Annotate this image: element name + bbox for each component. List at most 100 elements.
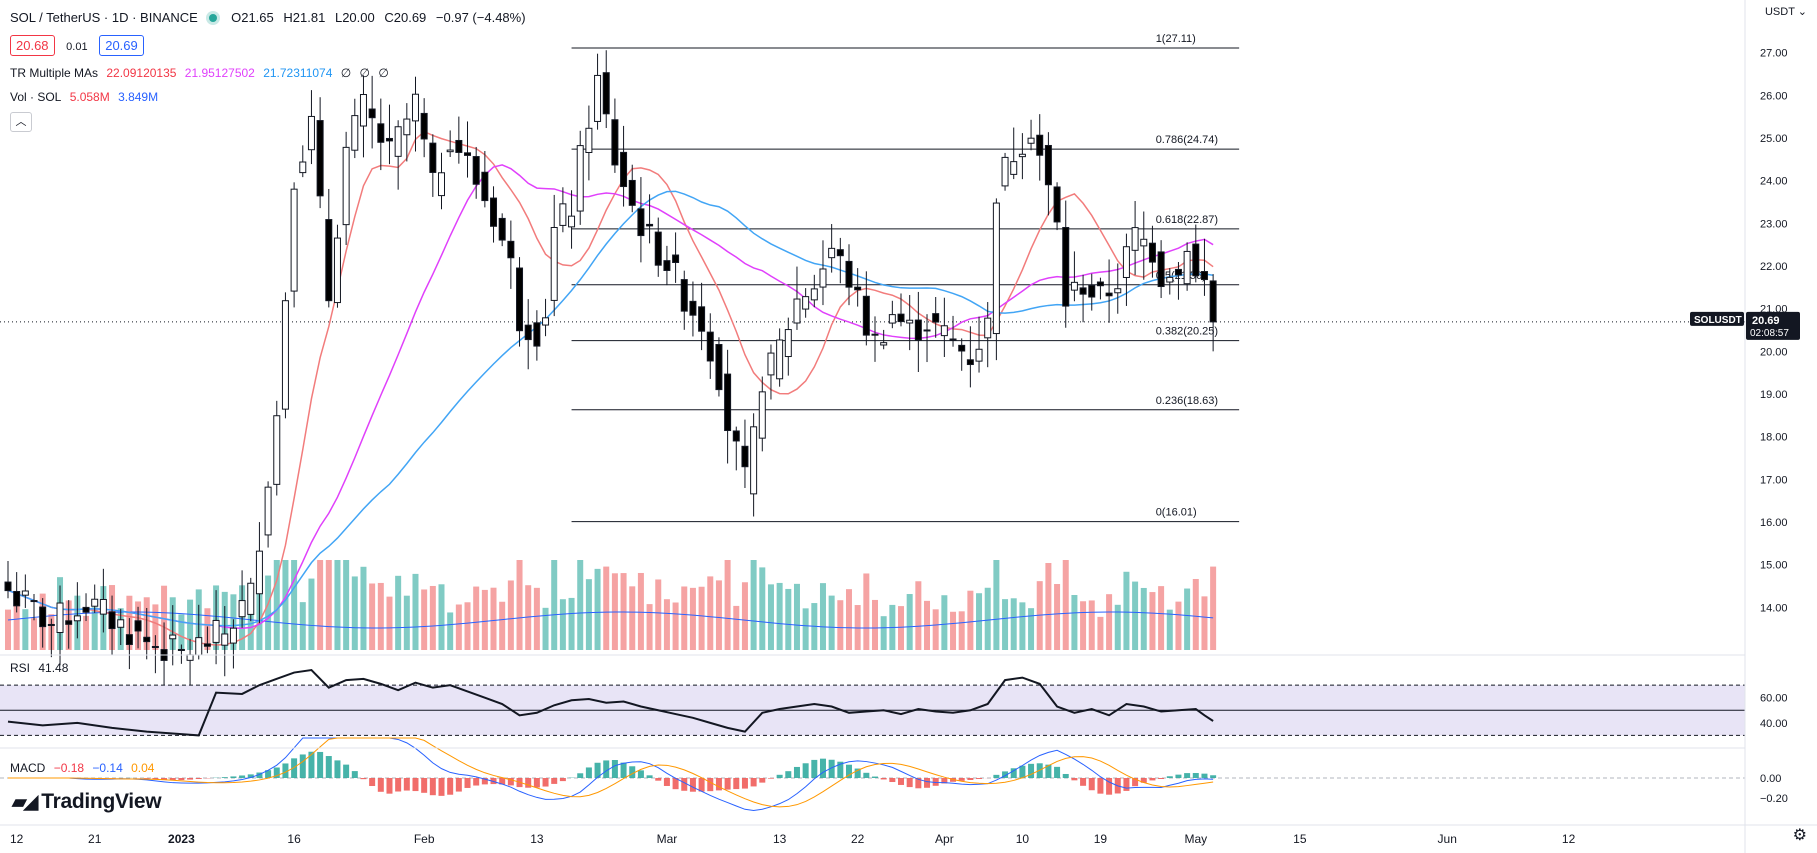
volume-bar [932,609,939,650]
macd-histogram-bar [741,778,748,789]
macd-histogram-bar [559,778,566,782]
ma-fast-line [7,130,1214,646]
price-tick-label: 18.00 [1760,432,1788,444]
fibonacci-retracement[interactable]: 1(27.11)0.786(24.74)0.618(22.87)0.5(21.5… [571,33,1240,523]
time-tick-label: Feb [414,832,435,846]
candle-body [793,298,801,324]
macd-histogram-bar [672,778,679,790]
time-tick-label: 12 [1562,832,1576,846]
macd-histogram-bar [464,778,471,788]
rsi-legend[interactable]: RSI 41.48 [10,661,73,675]
volume-bar [863,573,870,650]
volume-bar [161,585,168,650]
macd-histogram-bar [360,778,367,780]
macd-histogram-bar [724,778,731,790]
volume-bar [819,583,826,650]
candle-body [732,430,740,442]
rsi-value: 41.48 [38,661,69,675]
candle-body [568,215,576,228]
macd-histogram-bar [585,767,592,778]
candle-body [1174,268,1182,276]
ma-legend[interactable]: TR Multiple MAs 22.09120135 21.95127502 … [10,66,394,80]
candle-body [672,254,680,264]
candle-body [940,325,948,337]
macd-histogram-bar [880,778,887,780]
candle-body [177,648,185,651]
candle-body [680,279,688,312]
macd-histogram-bar [481,778,488,785]
volume-bar [91,607,98,650]
chevron-up-icon: ︿ [15,116,27,128]
volume-bar [291,560,298,650]
volume-bar [1080,601,1087,650]
candle-body [1209,280,1217,323]
volume-bar [785,588,792,650]
volume-bar [967,590,974,650]
volume-bar [568,597,575,650]
macd-histogram-bar [993,774,1000,778]
macd-histogram-bar [1097,778,1104,794]
gear-icon[interactable]: ⚙ [1792,827,1807,844]
macd-signal-line [8,737,1214,808]
candle-body [854,286,862,291]
volume-bar [377,582,384,650]
close-value: 20.69 [393,10,427,25]
candle-body [784,329,792,358]
time-tick-label: 12 [10,832,24,846]
candle-body [975,348,983,362]
volume-bar [395,575,402,650]
macd-histogram-bar [655,778,662,781]
collapse-legend-button[interactable]: ︿ [10,112,32,132]
candle-body [273,415,281,485]
candle-body [403,118,411,136]
currency-selector[interactable]: USDT ⌄ [1765,5,1807,18]
volume-legend[interactable]: Vol · SOL 5.058M 3.849M [10,90,163,104]
candle-body [229,627,237,644]
low-label: L [334,10,343,25]
buy-button[interactable]: 20.69 [99,35,144,56]
candle-body [888,314,896,324]
volume-bar [1201,596,1208,650]
sell-button[interactable]: 20.68 [10,35,55,56]
volume-bar [412,573,419,650]
candle-body [455,139,463,153]
candle-body [169,634,177,640]
macd-legend[interactable]: MACD −0.18 −0.14 0.04 [10,761,159,775]
candle-body [559,203,567,226]
volume-bar [1054,584,1061,650]
tradingview-logo[interactable]: ▰◢ TradingView [12,790,162,814]
volume-bar [724,560,731,650]
candle-body [420,112,428,140]
candle-body [932,313,940,323]
candle-body [628,179,636,206]
macd-histogram-bar [802,763,809,778]
candle-body [490,197,498,227]
volume-bar [793,583,800,650]
high-label: H [283,10,293,25]
macd-histogram-bar [499,778,506,785]
symbol-header[interactable]: SOL / TetherUS · 1D · BINANCE O21.65 H21… [10,10,526,25]
volume-bar [837,600,844,650]
time-tick-label: 15 [1293,832,1307,846]
time-tick-label: 19 [1094,832,1108,846]
symbol-title[interactable]: SOL / TetherUS · 1D · BINANCE [10,10,198,25]
candle-body [316,120,324,197]
candle-body [1096,281,1104,287]
countdown-text: 02:08:57 [1750,328,1789,339]
time-tick-label: 21 [88,832,102,846]
candle-body [39,606,47,628]
time-tick-label: Apr [935,832,954,846]
macd-histogram-bar [239,775,246,778]
candle-body [611,119,619,166]
candle-body [359,94,367,127]
candle-body [802,296,810,310]
macd-histogram-bar [611,760,618,778]
macd-histogram-bar [1045,764,1052,778]
volume-bar [1149,592,1156,650]
candle-body [333,237,341,304]
ma-indicator-name: TR Multiple MAs [10,66,99,80]
macd-histogram-bar [1071,778,1078,781]
macd-histogram-bar [395,778,402,792]
volume-bar [984,587,991,650]
